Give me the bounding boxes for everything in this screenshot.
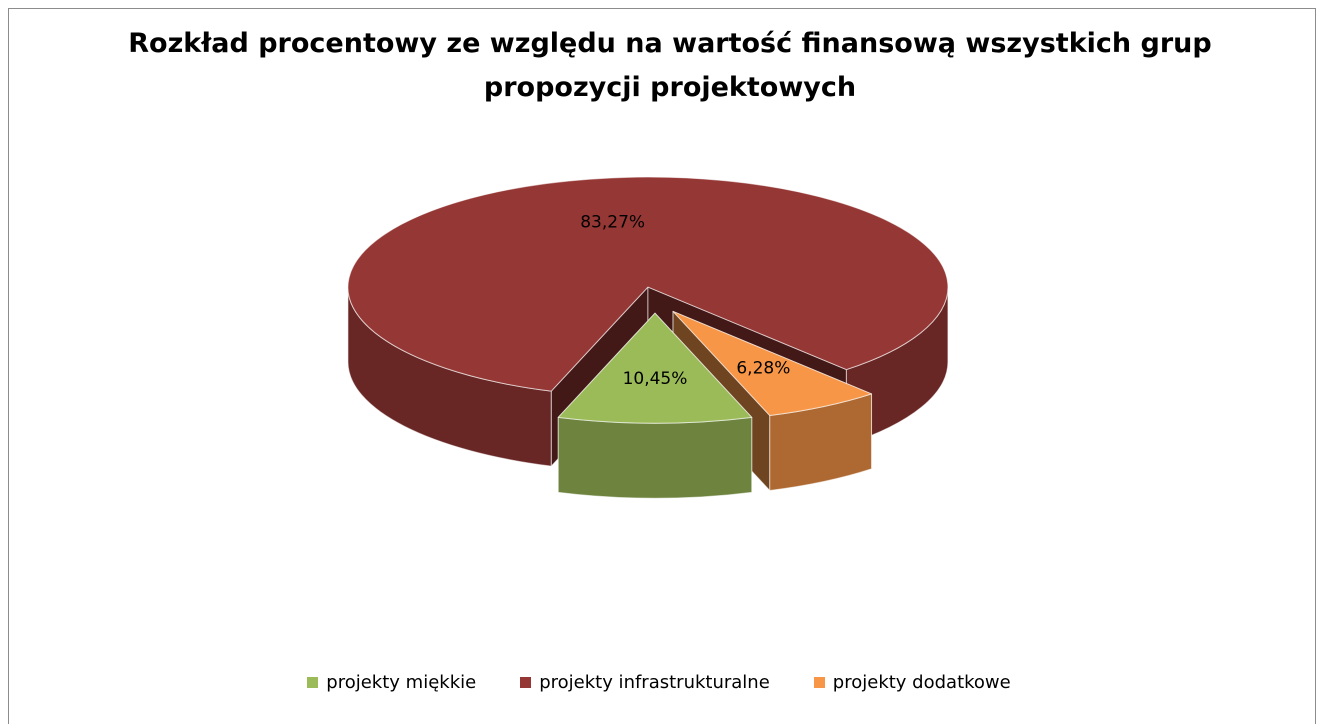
slice-top	[557, 312, 753, 424]
legend-swatch	[307, 677, 319, 688]
legend-label: projekty miękkie	[326, 672, 477, 693]
slice	[557, 312, 753, 499]
legend-item: projekty miękkie	[307, 672, 476, 693]
slice-top	[347, 176, 949, 392]
legend-label: projekty dodatkowe	[832, 672, 1011, 693]
legend-item: projekty infrastrukturalne	[520, 672, 770, 693]
data-label: 6,28%	[736, 359, 790, 379]
legend-swatch	[520, 677, 532, 688]
legend-swatch	[813, 677, 825, 688]
chart-title: Rozkład procentowy ze względu na wartość…	[128, 28, 1212, 103]
slice-top	[672, 310, 873, 417]
data-label: 10,45%	[623, 369, 688, 389]
legend-label: projekty infrastrukturalne	[539, 672, 770, 693]
chart-frame	[8, 8, 1316, 724]
data-label: 83,27%	[580, 212, 645, 232]
slice	[672, 310, 873, 492]
slice-wall	[557, 416, 753, 499]
legend: projekty miękkie projekty infrastruktural…	[0, 672, 1318, 693]
legend-item: projekty dodatkowe	[813, 672, 1011, 693]
